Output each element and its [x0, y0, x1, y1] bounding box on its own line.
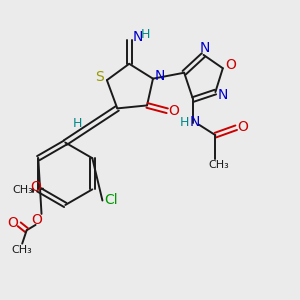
Text: H: H — [73, 118, 83, 130]
Text: CH₃: CH₃ — [13, 185, 34, 195]
Text: N: N — [132, 30, 143, 44]
Text: S: S — [95, 70, 104, 84]
Text: Cl: Cl — [104, 193, 118, 207]
Text: N: N — [154, 69, 165, 83]
Text: O: O — [32, 213, 43, 227]
Text: O: O — [7, 216, 18, 230]
Text: O: O — [225, 58, 236, 72]
Text: N: N — [189, 116, 200, 129]
Text: H: H — [141, 28, 150, 41]
Text: O: O — [237, 120, 248, 134]
Text: N: N — [200, 41, 210, 56]
Text: O: O — [30, 180, 41, 194]
Text: CH₃: CH₃ — [208, 160, 229, 170]
Text: N: N — [218, 88, 228, 102]
Text: H: H — [180, 116, 190, 129]
Text: O: O — [168, 104, 179, 118]
Text: CH₃: CH₃ — [12, 245, 33, 255]
